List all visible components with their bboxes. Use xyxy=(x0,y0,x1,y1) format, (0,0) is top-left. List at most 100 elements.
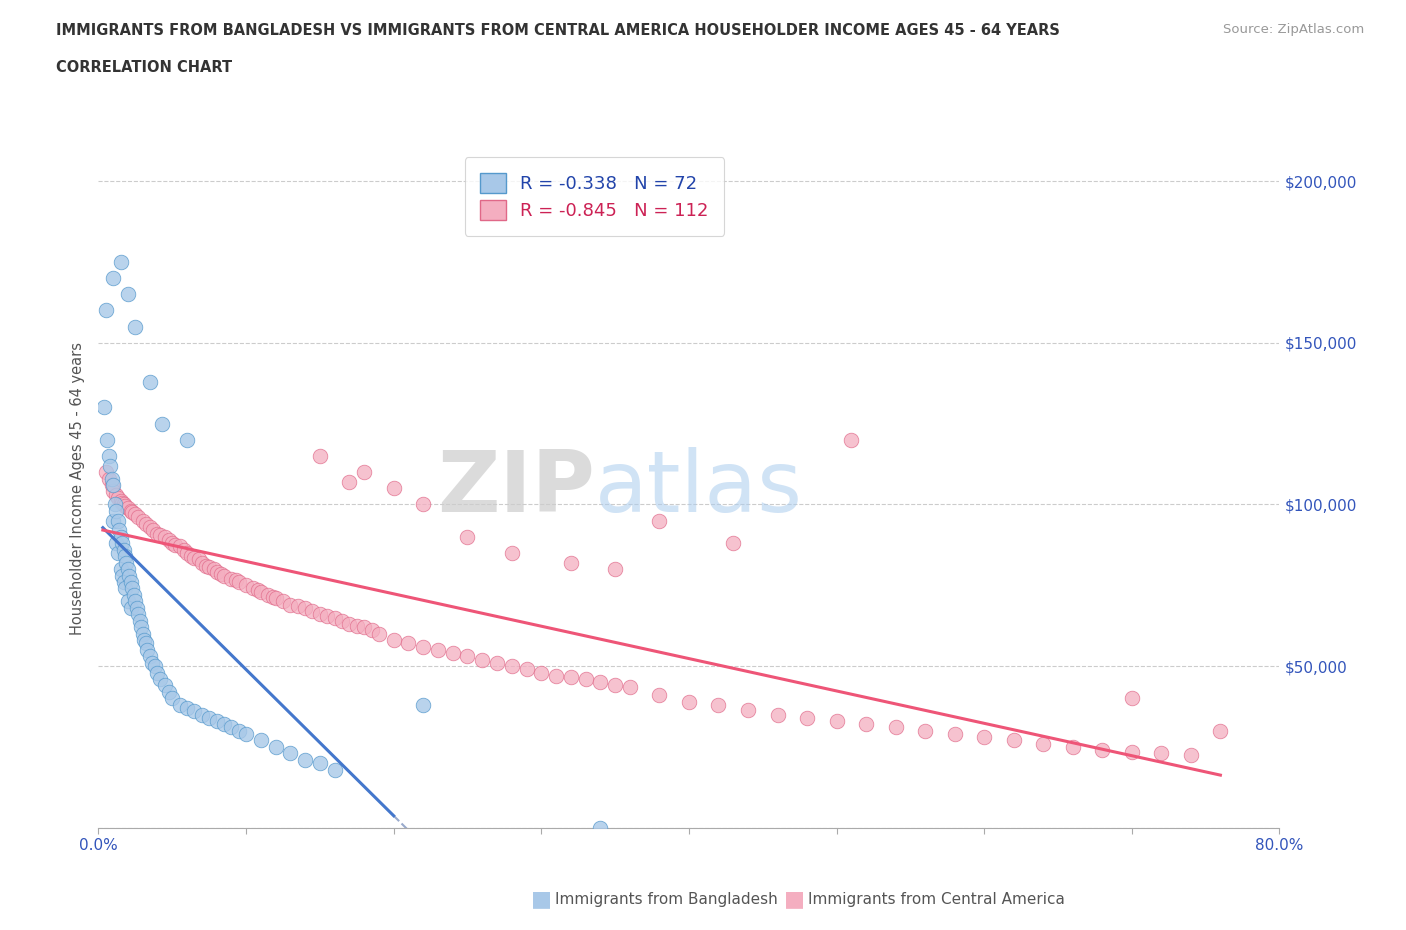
Point xyxy=(707,698,730,712)
Point xyxy=(105,503,128,518)
Point xyxy=(1150,746,1173,761)
Point xyxy=(1209,724,1232,738)
Point xyxy=(100,478,122,493)
Point xyxy=(117,562,139,577)
Point xyxy=(546,669,568,684)
Point xyxy=(412,698,434,712)
Point xyxy=(157,684,180,699)
Point xyxy=(515,662,537,677)
Point xyxy=(560,670,582,684)
Point xyxy=(142,523,165,538)
Text: IMMIGRANTS FROM BANGLADESH VS IMMIGRANTS FROM CENTRAL AMERICA HOUSEHOLDER INCOME: IMMIGRANTS FROM BANGLADESH VS IMMIGRANTS… xyxy=(56,23,1060,38)
Point xyxy=(105,536,128,551)
Point xyxy=(124,319,146,334)
Point xyxy=(346,618,368,633)
Text: ■: ■ xyxy=(785,889,804,910)
Point xyxy=(412,639,434,654)
Point xyxy=(173,542,195,557)
Point xyxy=(157,533,180,548)
Point xyxy=(134,632,156,647)
Text: ■: ■ xyxy=(531,889,551,910)
Point xyxy=(176,432,198,447)
Point xyxy=(737,702,759,717)
Point xyxy=(973,730,995,745)
Point xyxy=(353,619,375,634)
Point xyxy=(1121,744,1143,759)
Point xyxy=(294,601,316,616)
Point xyxy=(183,551,205,565)
Point xyxy=(103,484,125,498)
Point xyxy=(111,536,134,551)
Point xyxy=(103,513,125,528)
Point xyxy=(441,645,464,660)
Point xyxy=(250,733,273,748)
Point xyxy=(176,700,198,715)
Point xyxy=(1032,737,1054,751)
Point xyxy=(169,539,191,554)
Point xyxy=(105,487,128,502)
Point xyxy=(115,555,138,570)
Point xyxy=(104,497,127,512)
Point xyxy=(262,589,284,604)
Point xyxy=(110,494,132,509)
Point xyxy=(191,555,214,570)
Point xyxy=(648,687,671,702)
Point xyxy=(94,465,117,480)
Point xyxy=(1180,748,1202,763)
Point xyxy=(135,636,157,651)
Point xyxy=(574,671,596,686)
Point xyxy=(278,746,302,761)
Point xyxy=(456,529,478,544)
Point xyxy=(153,529,176,544)
Point xyxy=(97,448,120,463)
Point xyxy=(107,546,129,561)
Point xyxy=(132,513,155,528)
Point xyxy=(456,649,478,664)
Point xyxy=(162,536,183,551)
Point xyxy=(264,591,287,605)
Point xyxy=(323,610,346,625)
Point xyxy=(136,643,159,658)
Point xyxy=(235,578,257,592)
Point xyxy=(112,575,135,590)
Point xyxy=(884,720,907,735)
Point xyxy=(187,551,209,566)
Point xyxy=(111,496,134,511)
Text: Source: ZipAtlas.com: Source: ZipAtlas.com xyxy=(1223,23,1364,36)
Point xyxy=(107,513,129,528)
Point xyxy=(108,523,131,538)
Point xyxy=(127,510,149,525)
Point xyxy=(191,707,214,722)
Point xyxy=(150,416,173,431)
Point xyxy=(323,762,346,777)
Point xyxy=(153,678,176,693)
Point xyxy=(530,665,553,680)
Point xyxy=(103,271,125,286)
Point xyxy=(103,478,125,493)
Point xyxy=(648,513,671,528)
Point xyxy=(605,562,627,577)
Point xyxy=(98,458,121,473)
Point xyxy=(219,720,242,735)
Point xyxy=(309,755,332,770)
Point xyxy=(129,619,152,634)
Point xyxy=(176,546,198,561)
Point xyxy=(146,526,169,541)
Point xyxy=(121,505,143,520)
Point xyxy=(120,575,142,590)
Point xyxy=(124,507,146,522)
Point xyxy=(723,536,745,551)
Point xyxy=(110,255,132,270)
Point xyxy=(122,588,145,603)
Point xyxy=(228,724,250,738)
Point xyxy=(121,581,143,596)
Point xyxy=(205,565,228,579)
Point xyxy=(212,568,235,583)
Point xyxy=(169,698,191,712)
Point xyxy=(427,643,450,658)
Point xyxy=(100,472,122,486)
Point xyxy=(143,658,166,673)
Point xyxy=(94,303,117,318)
Point xyxy=(796,711,818,725)
Point xyxy=(205,713,228,728)
